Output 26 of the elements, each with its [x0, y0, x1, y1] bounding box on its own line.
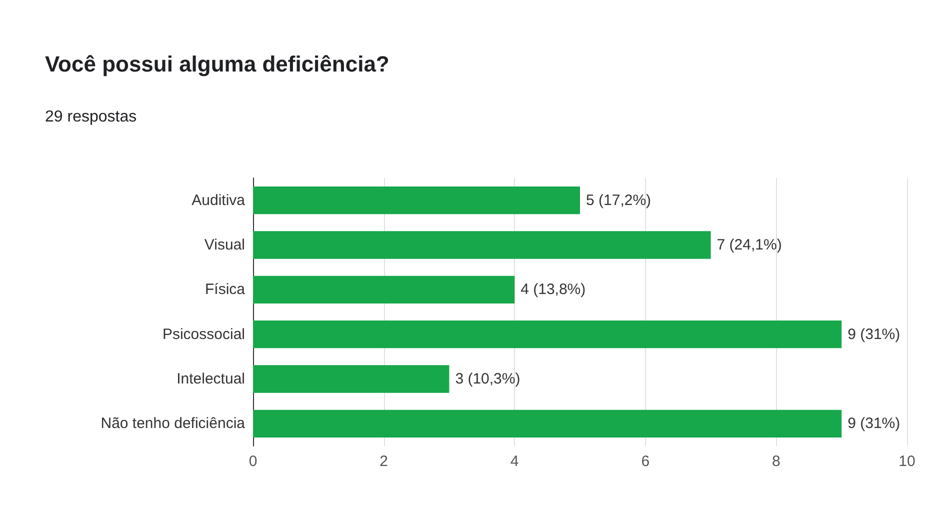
x-tick-label: 10: [898, 453, 916, 470]
y-tick-label: Física: [204, 281, 246, 298]
bar: [253, 276, 515, 304]
x-tick-label: 0: [248, 453, 258, 470]
x-tick-label: 2: [380, 453, 388, 470]
bar: [253, 410, 842, 438]
x-tick-label: 8: [772, 453, 780, 470]
y-tick-label: Psicossocial: [162, 326, 245, 343]
y-tick-label: Visual: [204, 236, 245, 254]
data-label: 9 (31%): [848, 415, 900, 432]
x-tick-label: 6: [641, 453, 650, 470]
y-tick-label: Intelectual: [176, 370, 245, 388]
y-tick-label: Auditiva: [192, 192, 246, 209]
chart-title: Você possui alguma deficiência?: [45, 52, 390, 76]
bar: [253, 365, 450, 393]
data-label: 7 (24,1%): [716, 236, 782, 254]
data-label: 3 (10,3%): [455, 370, 520, 388]
x-tick-label: 4: [510, 453, 519, 470]
bar: [253, 186, 580, 214]
bar: [253, 320, 842, 348]
bar: [253, 231, 711, 259]
data-label: 5 (17,2%): [586, 192, 652, 209]
data-label: 9 (31%): [848, 326, 900, 343]
text: 29 respostas: [45, 108, 137, 126]
y-tick-label: Não tenho deficiência: [100, 415, 246, 432]
data-label: 4 (13,8%): [520, 281, 586, 298]
